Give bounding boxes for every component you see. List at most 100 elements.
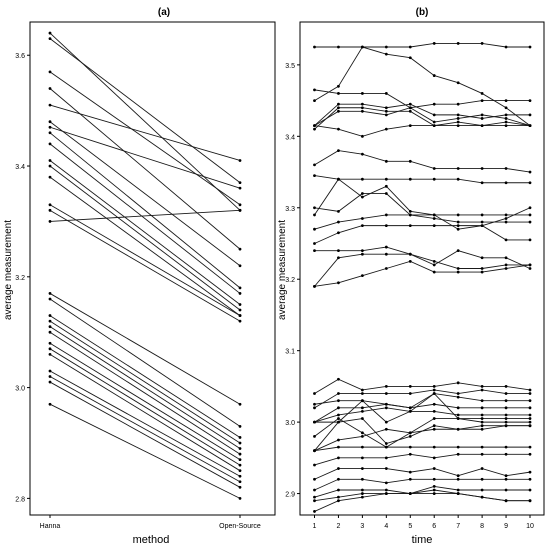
panel-a-series-line <box>49 165 241 311</box>
panel-a-data-point <box>238 264 242 268</box>
panel-b-data-point <box>384 127 388 131</box>
panel-b-series <box>313 485 532 499</box>
panel-b-data-point <box>313 463 316 467</box>
panel-a-data-point <box>48 131 52 135</box>
panel-b-data-point <box>480 417 484 420</box>
panel-b-data-point <box>528 417 532 420</box>
panel-b-data-point <box>337 231 340 235</box>
panel-b-data-point <box>528 477 532 481</box>
panel-b-data-point <box>432 388 436 392</box>
panel-a-data-point <box>238 247 242 251</box>
panel-b-series <box>313 477 532 492</box>
panel-b-data-point <box>313 124 316 128</box>
panel-b-data-point <box>504 384 508 388</box>
panel-b-data-point <box>528 420 532 424</box>
panel-b-data-point <box>384 420 388 424</box>
panel-b-data-point <box>360 252 364 256</box>
panel-a-data-point <box>48 208 52 212</box>
panel-a-data-point <box>48 164 52 168</box>
panel-b-data-point <box>504 406 508 410</box>
panel-a-series-line <box>49 71 241 206</box>
panel-b-series-line <box>314 418 530 448</box>
panel-b-series-line <box>314 107 531 127</box>
panel-b-data-point <box>456 406 460 410</box>
panel-b-data-point <box>504 238 508 242</box>
panel-a-data-point <box>48 87 52 90</box>
panel-b-x-tick-label: 3 <box>360 523 364 530</box>
panel-b-data-point <box>504 413 508 417</box>
panel-b-y-tick-label: 3.1 <box>285 349 295 356</box>
panel-a-plot-frame <box>29 21 276 516</box>
panel-b-data-point <box>337 45 340 49</box>
panel-b-data-point <box>408 224 412 228</box>
panel-b-data-point <box>337 209 340 213</box>
panel-b-data-point <box>360 388 364 392</box>
panel-b-data-point <box>313 392 316 395</box>
panel-b-data-point <box>456 249 460 253</box>
panel-b-data-point <box>360 409 364 413</box>
panel-a-data-point <box>48 369 52 373</box>
panel-b-data-point <box>480 420 484 424</box>
panel-b-data-point <box>384 488 388 492</box>
panel-b-data-point <box>456 220 460 224</box>
panel-a-data-point <box>48 220 52 223</box>
panel-b-y-tick-label: 2.9 <box>285 492 295 499</box>
panel-b-data-point <box>504 217 508 220</box>
panel-b-data-point <box>528 213 532 217</box>
panel-b-series-line <box>314 468 531 480</box>
panel-a-series <box>48 103 242 162</box>
panel-b-data-point <box>504 474 508 478</box>
panel-a-x-tick-label: Open-Source <box>219 523 261 530</box>
panel-a-x-tick-label: Hanna <box>40 523 61 530</box>
panel-a-series-line <box>49 331 241 455</box>
panel-b-data-point <box>313 174 316 178</box>
panel-a-data-point <box>238 308 242 312</box>
panel-b-data-point <box>337 420 340 424</box>
panel-b-data-point <box>480 495 484 499</box>
panel-b-data-point <box>360 467 364 470</box>
panel-a-series-line <box>49 342 241 460</box>
panel-b-y-tick-label: 3.4 <box>285 134 295 141</box>
panel-a-data-point <box>48 70 52 74</box>
panel-b-data-point <box>337 406 340 410</box>
panel-b-series-line <box>314 378 531 394</box>
panel-b-data-point <box>408 452 412 456</box>
panel-b-data-point <box>384 456 388 460</box>
panel-b-data-point <box>432 392 436 395</box>
panel-a-series-line <box>49 348 241 466</box>
panel-a-series <box>48 70 242 207</box>
panel-a-series <box>48 314 242 439</box>
panel-b-data-point <box>313 163 316 167</box>
panel-b-data-point <box>432 263 436 267</box>
panel-b-data-point <box>313 242 316 245</box>
panel-b-data-point <box>360 192 364 195</box>
panel-b-data-point <box>456 477 460 481</box>
panel-b-data-point <box>456 227 460 231</box>
panel-b-data-point <box>456 417 460 420</box>
panel-a-series <box>48 347 242 467</box>
panel-a-data-point <box>238 181 242 185</box>
panel-b-series-line <box>314 260 531 287</box>
panel-b-data-point <box>480 181 484 185</box>
panel-b-data-point <box>528 488 532 492</box>
panel-b-data-point <box>360 109 364 113</box>
panel-b-series <box>313 488 532 503</box>
panel-b-data-point <box>504 256 508 260</box>
panel-a-data-point <box>238 469 242 473</box>
panel-b-y-axis-label: average measurement <box>277 220 288 320</box>
panel-b-series <box>313 492 532 513</box>
panel-a-data-point <box>48 175 52 179</box>
panel-b-series-line <box>314 453 530 466</box>
panel-b-data-point <box>337 106 340 110</box>
panel-a-series-line <box>49 160 241 305</box>
panel-a-y-axis: 2.8 3.0 3.2 3.4 3.6 <box>15 53 30 503</box>
panel-b-data-point <box>408 477 412 481</box>
panel-b-x-axis-label: time <box>412 534 433 546</box>
panel-a-data-point <box>48 203 52 207</box>
panel-a-series-line <box>49 88 241 250</box>
panel-b-data-point <box>504 220 508 224</box>
panel-b-data-point <box>480 113 484 117</box>
panel-b-series-group <box>313 42 532 513</box>
panel-b-series-line <box>314 253 530 287</box>
